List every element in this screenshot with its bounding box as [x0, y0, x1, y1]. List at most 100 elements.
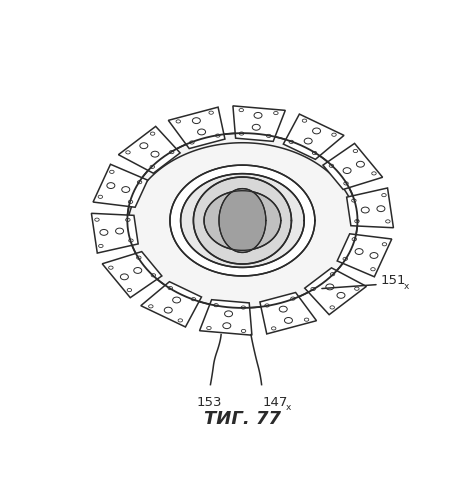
- Ellipse shape: [168, 286, 173, 290]
- Ellipse shape: [98, 195, 103, 198]
- Polygon shape: [127, 133, 358, 308]
- Ellipse shape: [191, 298, 196, 301]
- Ellipse shape: [343, 168, 351, 173]
- Ellipse shape: [121, 274, 128, 280]
- Ellipse shape: [122, 186, 130, 192]
- Ellipse shape: [351, 199, 356, 202]
- Text: ΤИГ. 77: ΤИГ. 77: [204, 410, 281, 428]
- Ellipse shape: [216, 134, 220, 137]
- Ellipse shape: [150, 132, 155, 135]
- Ellipse shape: [274, 112, 278, 114]
- Ellipse shape: [115, 228, 123, 234]
- Text: 153: 153: [197, 396, 222, 409]
- Polygon shape: [181, 174, 304, 268]
- Polygon shape: [305, 268, 367, 314]
- Ellipse shape: [164, 307, 172, 313]
- Ellipse shape: [313, 128, 321, 134]
- Ellipse shape: [95, 218, 99, 222]
- Ellipse shape: [127, 288, 131, 292]
- Ellipse shape: [207, 326, 211, 330]
- Ellipse shape: [169, 150, 174, 154]
- Ellipse shape: [382, 242, 387, 246]
- Polygon shape: [170, 165, 315, 276]
- Ellipse shape: [330, 306, 334, 309]
- Ellipse shape: [140, 143, 148, 148]
- Ellipse shape: [110, 170, 114, 173]
- Polygon shape: [193, 177, 291, 264]
- Ellipse shape: [223, 323, 231, 328]
- Ellipse shape: [371, 268, 375, 271]
- Polygon shape: [91, 214, 138, 253]
- Ellipse shape: [107, 182, 115, 188]
- Ellipse shape: [137, 180, 142, 184]
- Ellipse shape: [372, 172, 376, 175]
- Ellipse shape: [128, 200, 133, 203]
- Ellipse shape: [193, 118, 201, 124]
- Polygon shape: [283, 114, 344, 160]
- Ellipse shape: [209, 111, 213, 114]
- Ellipse shape: [190, 141, 194, 144]
- Ellipse shape: [178, 319, 183, 322]
- Polygon shape: [93, 164, 148, 208]
- Text: 151: 151: [381, 274, 406, 286]
- Ellipse shape: [100, 230, 108, 235]
- Ellipse shape: [382, 194, 386, 196]
- Text: x: x: [404, 282, 409, 290]
- Ellipse shape: [279, 306, 287, 312]
- Ellipse shape: [344, 182, 348, 185]
- Ellipse shape: [239, 108, 244, 112]
- Ellipse shape: [265, 304, 269, 307]
- Ellipse shape: [329, 164, 333, 168]
- Ellipse shape: [355, 220, 359, 223]
- Ellipse shape: [99, 244, 103, 248]
- Ellipse shape: [355, 248, 363, 254]
- Ellipse shape: [239, 132, 244, 135]
- Ellipse shape: [272, 327, 276, 330]
- Ellipse shape: [361, 207, 369, 213]
- Ellipse shape: [126, 218, 130, 222]
- Ellipse shape: [267, 134, 271, 138]
- Ellipse shape: [330, 272, 335, 276]
- Ellipse shape: [304, 318, 309, 322]
- Ellipse shape: [198, 129, 206, 135]
- Text: 147: 147: [263, 396, 288, 409]
- Ellipse shape: [289, 140, 294, 143]
- Polygon shape: [260, 292, 316, 334]
- Polygon shape: [337, 234, 392, 277]
- Polygon shape: [233, 106, 285, 142]
- Ellipse shape: [312, 152, 317, 154]
- Ellipse shape: [353, 150, 358, 152]
- Ellipse shape: [254, 112, 262, 118]
- Ellipse shape: [176, 120, 181, 123]
- Ellipse shape: [291, 297, 295, 300]
- Ellipse shape: [355, 287, 359, 290]
- Ellipse shape: [377, 206, 385, 212]
- Ellipse shape: [332, 133, 336, 136]
- Ellipse shape: [214, 304, 218, 307]
- Ellipse shape: [151, 151, 159, 157]
- Ellipse shape: [370, 252, 378, 258]
- Ellipse shape: [126, 151, 130, 154]
- Ellipse shape: [241, 306, 245, 309]
- Ellipse shape: [304, 138, 312, 144]
- Ellipse shape: [137, 256, 141, 260]
- Polygon shape: [118, 126, 180, 173]
- Polygon shape: [168, 107, 225, 148]
- Ellipse shape: [109, 266, 113, 270]
- Polygon shape: [141, 282, 201, 327]
- Polygon shape: [219, 188, 266, 252]
- Text: x: x: [286, 403, 291, 412]
- Ellipse shape: [173, 297, 181, 303]
- Polygon shape: [204, 190, 281, 250]
- Ellipse shape: [337, 292, 345, 298]
- Ellipse shape: [302, 119, 307, 122]
- Ellipse shape: [343, 258, 348, 260]
- Polygon shape: [200, 300, 252, 335]
- Polygon shape: [347, 188, 394, 228]
- Ellipse shape: [357, 162, 364, 167]
- Ellipse shape: [252, 124, 260, 130]
- Ellipse shape: [284, 318, 292, 324]
- Ellipse shape: [134, 268, 142, 274]
- Ellipse shape: [151, 274, 156, 277]
- Polygon shape: [102, 252, 162, 298]
